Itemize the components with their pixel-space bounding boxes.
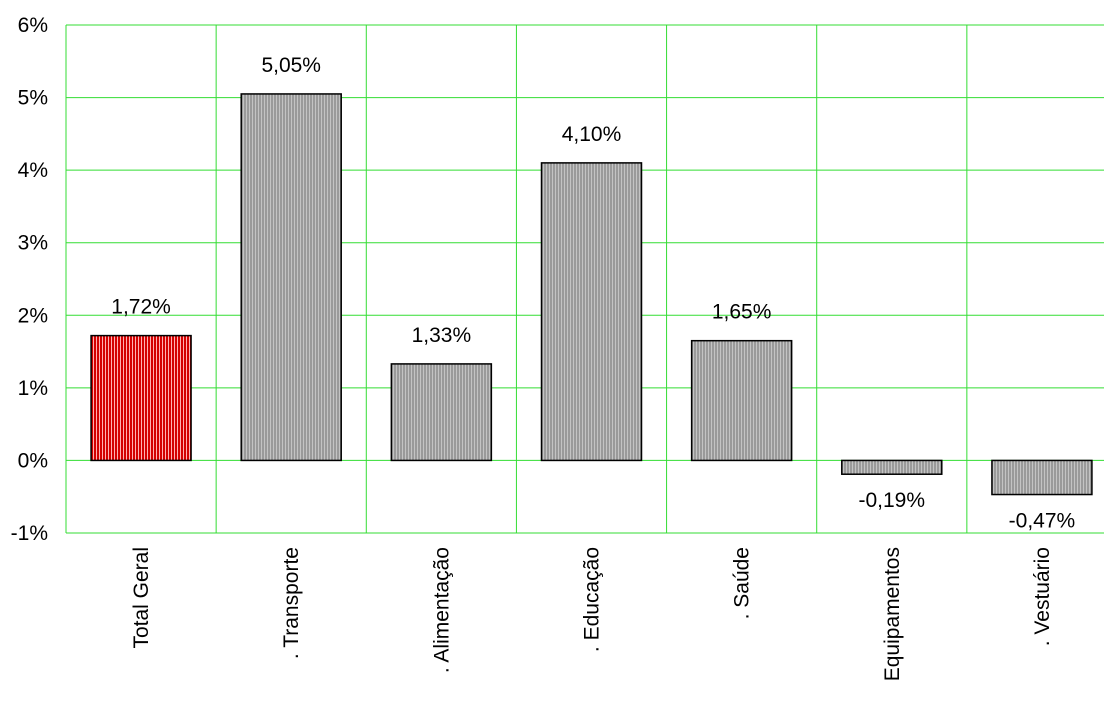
y-tick-label: 0% bbox=[18, 449, 48, 472]
data-label: 1,72% bbox=[111, 296, 171, 319]
category-label: . Saúde bbox=[731, 547, 754, 619]
y-tick-label: 2% bbox=[18, 304, 48, 327]
y-tick-label: 6% bbox=[18, 14, 48, 37]
bars bbox=[90, 93, 1093, 496]
category-label: . Transporte bbox=[280, 547, 303, 659]
data-label: -0,47% bbox=[1009, 510, 1076, 533]
y-tick-label: 5% bbox=[18, 87, 48, 110]
y-tick-label: 3% bbox=[18, 232, 48, 255]
y-axis-labels: -1% 0% 1% 2% 3% 4% 5% 6% bbox=[11, 14, 48, 545]
category-label: Equipamentos bbox=[881, 547, 904, 681]
bar bbox=[841, 459, 943, 475]
bar bbox=[991, 459, 1093, 496]
category-labels: Total Geral . Transporte . Alimentação . Ed… bbox=[130, 547, 1054, 681]
data-label: 5,05% bbox=[261, 54, 321, 77]
data-label: 1,65% bbox=[712, 301, 772, 324]
category-label: . Alimentação bbox=[430, 547, 453, 673]
data-label: -0,19% bbox=[859, 489, 926, 512]
data-label: 4,10% bbox=[562, 123, 622, 146]
bar bbox=[240, 93, 342, 462]
y-tick-label: 1% bbox=[18, 377, 48, 400]
category-label: . Educação bbox=[581, 547, 604, 652]
bar bbox=[690, 339, 793, 462]
y-tick-label: 4% bbox=[18, 159, 48, 182]
bar bbox=[390, 363, 493, 462]
data-label: 1,33% bbox=[412, 324, 472, 347]
data-labels: 1,72% 5,05% 1,33% 4,10% 1,65% -0,19% -0,47% bbox=[111, 54, 1075, 533]
category-label: Total Geral bbox=[130, 547, 153, 649]
bar bbox=[540, 162, 643, 462]
y-tick-label: -1% bbox=[11, 522, 48, 545]
bar bbox=[90, 334, 192, 462]
category-label: . Vestuário bbox=[1031, 547, 1054, 646]
